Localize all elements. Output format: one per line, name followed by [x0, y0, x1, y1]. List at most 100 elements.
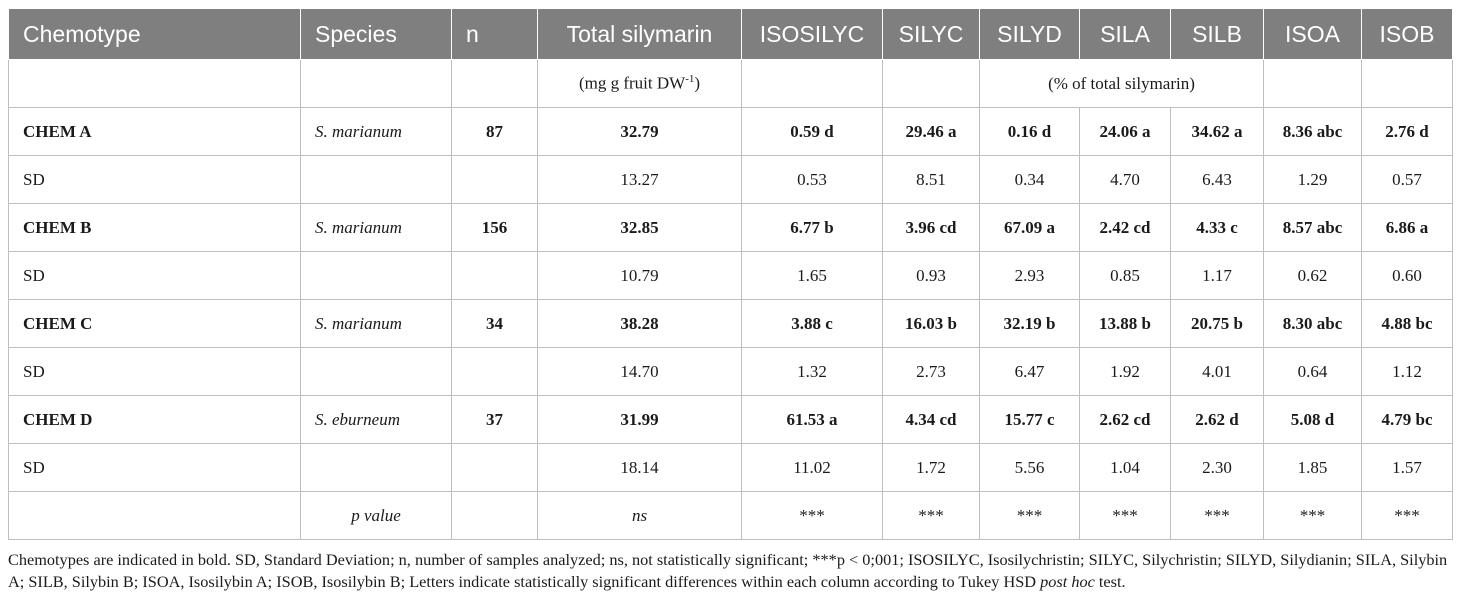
table-cell: 1.72 — [882, 443, 980, 492]
table-cell: 1.57 — [1361, 443, 1453, 492]
table-cell: 2.42 cd — [1079, 203, 1171, 252]
sd-row: SD 18.14 11.02 1.72 5.56 1.04 2.30 1.85 1.57 — [8, 443, 1453, 492]
table-cell: 0.93 — [882, 251, 980, 300]
table-cell — [300, 251, 452, 300]
table-cell: *** — [1170, 491, 1264, 540]
table-cell — [8, 491, 301, 540]
table-cell: 10.79 — [537, 251, 742, 300]
table-cell: CHEM B — [8, 203, 301, 252]
header-silb: SILB — [1170, 8, 1264, 60]
table-cell: CHEM D — [8, 395, 301, 444]
table-cell: 20.75 b — [1170, 299, 1264, 348]
table-cell: ns — [537, 491, 742, 540]
table-cell: 2.62 d — [1170, 395, 1264, 444]
table-cell: 0.16 d — [979, 107, 1080, 156]
table-cell: 1.92 — [1079, 347, 1171, 396]
table-cell: 32.19 b — [979, 299, 1080, 348]
table-cell: 1.12 — [1361, 347, 1453, 396]
table-cell: 4.79 bc — [1361, 395, 1453, 444]
table-cell — [300, 155, 452, 204]
table-cell: SD — [8, 443, 301, 492]
header-isosilyc: ISOSILYC — [741, 8, 883, 60]
table-cell: 5.56 — [979, 443, 1080, 492]
table-cell: 6.77 b — [741, 203, 883, 252]
table-cell: 4.70 — [1079, 155, 1171, 204]
table-cell: 11.02 — [741, 443, 883, 492]
table-cell: 8.30 abc — [1263, 299, 1362, 348]
table-cell: 61.53 a — [741, 395, 883, 444]
table-cell: 1.04 — [1079, 443, 1171, 492]
header-chemotype: Chemotype — [8, 8, 301, 60]
table-cell: 3.88 c — [741, 299, 883, 348]
table-cell: 156 — [451, 203, 538, 252]
table-cell: SD — [8, 155, 301, 204]
table-cell: 31.99 — [537, 395, 742, 444]
units-percent: (% of total silymarin) — [979, 59, 1264, 108]
table-cell: 1.85 — [1263, 443, 1362, 492]
table-cell: 38.28 — [537, 299, 742, 348]
table-cell: 16.03 b — [882, 299, 980, 348]
table-cell: S. eburneum — [300, 395, 452, 444]
table-cell — [451, 347, 538, 396]
p-value-row: p value ns *** *** *** *** *** *** *** — [8, 491, 1453, 540]
table-cell: 1.32 — [741, 347, 883, 396]
table-cell: 4.33 c — [1170, 203, 1264, 252]
table-cell: CHEM A — [8, 107, 301, 156]
header-species: Species — [300, 8, 452, 60]
table-cell: 18.14 — [537, 443, 742, 492]
table-cell: 4.34 cd — [882, 395, 980, 444]
table-cell: 4.01 — [1170, 347, 1264, 396]
table-cell: 4.88 bc — [1361, 299, 1453, 348]
table-cell: 0.60 — [1361, 251, 1453, 300]
table-cell: 1.29 — [1263, 155, 1362, 204]
table-cell: SD — [8, 251, 301, 300]
table-cell: 13.27 — [537, 155, 742, 204]
table-cell: 34 — [451, 299, 538, 348]
table-cell: *** — [1263, 491, 1362, 540]
header-row: Chemotype Species n Total silymarin ISOS… — [8, 8, 1453, 60]
table-cell: 24.06 a — [1079, 107, 1171, 156]
table-cell: 87 — [451, 107, 538, 156]
table-cell: 0.59 d — [741, 107, 883, 156]
data-table: Chemotype Species n Total silymarin ISOS… — [8, 8, 1453, 540]
table-cell: S. marianum — [300, 299, 452, 348]
table-cell: 2.93 — [979, 251, 1080, 300]
table-cell: 6.86 a — [1361, 203, 1453, 252]
table-cell: 37 — [451, 395, 538, 444]
table-cell: S. marianum — [300, 107, 452, 156]
table-cell: *** — [882, 491, 980, 540]
table-cell: SD — [8, 347, 301, 396]
table-cell: 67.09 a — [979, 203, 1080, 252]
table-footnote: Chemotypes are indicated in bold. SD, St… — [8, 550, 1448, 591]
table-cell: 2.73 — [882, 347, 980, 396]
table-cell: 0.62 — [1263, 251, 1362, 300]
table-cell: 5.08 d — [1263, 395, 1362, 444]
table-cell: 0.57 — [1361, 155, 1453, 204]
table-cell — [451, 155, 538, 204]
table-cell: 6.43 — [1170, 155, 1264, 204]
units-row: (mg g fruit DW-1) (% of total silymarin) — [8, 59, 1453, 108]
table-cell: S. marianum — [300, 203, 452, 252]
table-cell: CHEM C — [8, 299, 301, 348]
table-cell: 2.76 d — [1361, 107, 1453, 156]
header-silyd: SILYD — [979, 8, 1080, 60]
table-cell: 0.53 — [741, 155, 883, 204]
table-cell — [300, 347, 452, 396]
sd-row: SD 14.70 1.32 2.73 6.47 1.92 4.01 0.64 1.12 — [8, 347, 1453, 396]
table-cell: 3.96 cd — [882, 203, 980, 252]
table-cell: 0.34 — [979, 155, 1080, 204]
table-cell: *** — [1361, 491, 1453, 540]
table-cell — [451, 491, 538, 540]
table-cell: 15.77 c — [979, 395, 1080, 444]
table-cell — [451, 443, 538, 492]
table-cell: 14.70 — [537, 347, 742, 396]
table-cell: *** — [741, 491, 883, 540]
table-cell: 8.36 abc — [1263, 107, 1362, 156]
table-cell: 0.85 — [1079, 251, 1171, 300]
table-cell: p value — [300, 491, 452, 540]
table-cell: 13.88 b — [1079, 299, 1171, 348]
table-cell: 8.57 abc — [1263, 203, 1362, 252]
table-cell: 34.62 a — [1170, 107, 1264, 156]
units-total-silymarin: (mg g fruit DW-1) — [537, 59, 742, 108]
header-isoa: ISOA — [1263, 8, 1362, 60]
